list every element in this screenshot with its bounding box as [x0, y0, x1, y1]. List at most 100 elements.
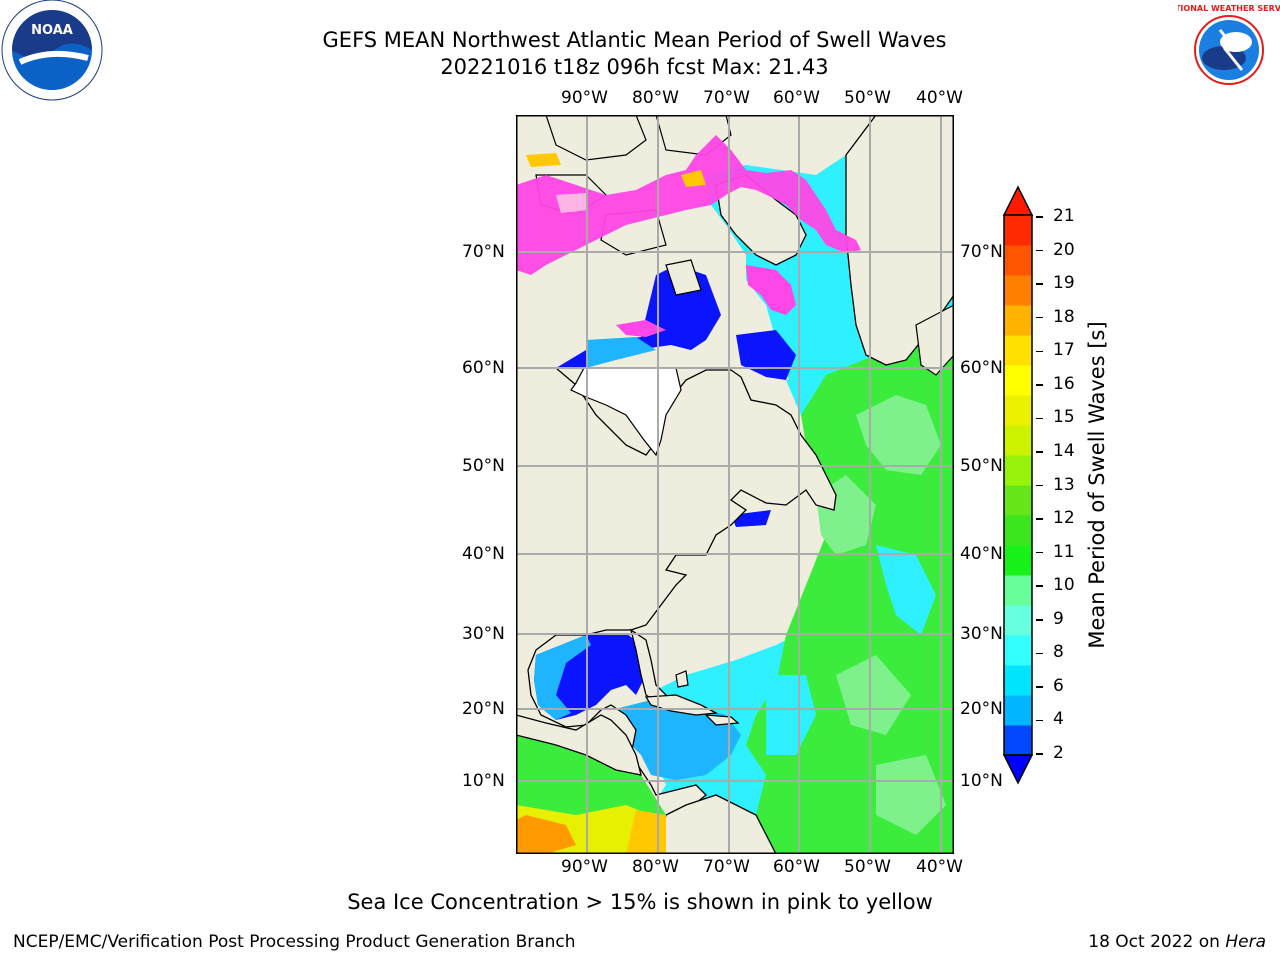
nws-logo: NATIONAL WEATHER SERVICE — [1178, 3, 1280, 97]
chart-subtitle: 20221016 t18z 096h fcst Max: 21.43 — [440, 55, 829, 79]
colorbar-tick-mark — [1036, 316, 1043, 319]
colorbar-tick-label: 14 — [1053, 440, 1075, 461]
colorbar-tick-mark — [1036, 585, 1043, 587]
credit-date-text: 18 Oct 2022 on — [1088, 932, 1220, 952]
no-data-region — [570, 367, 682, 457]
nws-wordmark: NATIONAL WEATHER SERVICE — [1178, 4, 1280, 13]
colorbar-swatch — [1004, 215, 1032, 246]
lon-label-bottom-80w: 80°W — [632, 857, 679, 877]
colorbar-swatch — [1004, 365, 1032, 396]
colorbar-swatch — [1004, 485, 1032, 516]
colorbar-swatch — [1004, 275, 1032, 306]
lon-label-bottom-50w: 50°W — [844, 857, 891, 877]
colorbar-swatch — [1004, 395, 1032, 426]
colorbar-swatch — [1004, 725, 1032, 756]
colorbar-tick-mark — [1036, 350, 1043, 352]
colorbar-tick-label: 6 — [1053, 675, 1064, 696]
colorbar-tick-mark — [1036, 719, 1043, 722]
south-america-land — [655, 794, 777, 854]
lat-label-left-60n: 60°N — [462, 358, 505, 378]
colorbar-tick-label: 21 — [1053, 206, 1075, 226]
credit-date: 18 Oct 2022 on Hera — [1088, 932, 1266, 952]
colorbar-tick-label: 16 — [1053, 373, 1075, 394]
colorbar-tick-label: 11 — [1053, 541, 1075, 562]
chart-title: GEFS MEAN Northwest Atlantic Mean Period… — [322, 28, 947, 52]
colorbar-tick-label: 15 — [1053, 407, 1075, 428]
colorbar-tick-label: 9 — [1053, 608, 1064, 629]
graticule — [516, 115, 954, 854]
colorbar-under-arrow — [1002, 754, 1034, 785]
colorbar-tick-mark — [1036, 283, 1043, 285]
lon-label-bottom-90w: 90°W — [561, 857, 608, 877]
colorbar-swatch — [1004, 335, 1032, 366]
lat-label-right-10n: 10°N — [960, 771, 1003, 791]
lon-label-top-80w: 80°W — [632, 88, 679, 108]
credit-organization: NCEP/EMC/Verification Post Processing Pr… — [13, 932, 576, 952]
colorbar-tick-mark — [1036, 753, 1043, 755]
noaa-logo: NOAA — [1, 0, 103, 101]
colorbar-tick-mark — [1036, 619, 1043, 621]
lat-label-right-30n: 30°N — [960, 624, 1003, 644]
colorbar-tick-label: 2 — [1053, 743, 1064, 763]
sea-ice-note: Sea Ice Concentration > 15% is shown in … — [347, 890, 933, 914]
colorbar-tick-mark — [1036, 249, 1043, 252]
swell-period-map — [516, 115, 954, 854]
lat-label-right-60n: 60°N — [960, 358, 1003, 378]
colorbar-swatch — [1004, 665, 1032, 696]
colorbar-over-arrow — [1002, 185, 1034, 216]
colorbar-swatch — [1004, 425, 1032, 456]
colorbar-tick-mark — [1036, 417, 1043, 420]
colorbar-swatch — [1004, 575, 1032, 606]
colorbar-tick-mark — [1036, 216, 1043, 218]
colorbar-tick-label: 13 — [1053, 474, 1075, 495]
lon-label-top-90w: 90°W — [561, 88, 608, 108]
lat-label-right-70n: 70°N — [960, 242, 1003, 262]
lat-label-right-50n: 50°N — [960, 456, 1003, 476]
colorbar-tick-mark — [1036, 451, 1043, 453]
sea-ice — [516, 135, 861, 275]
credit-host: Hera — [1225, 932, 1266, 952]
colorbar-swatch — [1004, 455, 1032, 486]
lon-label-top-70w: 70°W — [703, 88, 750, 108]
lat-label-left-50n: 50°N — [462, 456, 505, 476]
colorbar-tick-mark — [1036, 518, 1043, 520]
lat-label-left-20n: 20°N — [462, 699, 505, 719]
lat-label-left-10n: 10°N — [462, 771, 505, 791]
lon-label-top-60w: 60°W — [773, 88, 820, 108]
caribbean-sea — [611, 700, 741, 780]
colorbar-tick-mark — [1036, 686, 1043, 688]
colorbar-tick-label: 4 — [1053, 709, 1064, 730]
lon-label-bottom-60w: 60°W — [773, 857, 820, 877]
lat-label-right-40n: 40°N — [960, 544, 1003, 564]
lon-label-bottom-40w: 40°W — [916, 857, 963, 877]
colorbar-tick-label: 8 — [1053, 642, 1064, 663]
lon-label-top-40w: 40°W — [916, 88, 963, 108]
colorbar — [1002, 185, 1034, 785]
colorbar-tick-label: 10 — [1053, 575, 1075, 596]
noaa-wordmark: NOAA — [31, 23, 73, 38]
colorbar-tick-mark — [1036, 652, 1043, 655]
colorbar-tick-label: 12 — [1053, 508, 1075, 529]
colorbar-swatch — [1004, 245, 1032, 276]
colorbar-swatch — [1004, 635, 1032, 666]
lon-label-top-50w: 50°W — [844, 88, 891, 108]
colorbar-swatch — [1004, 305, 1032, 336]
colorbar-tick-label: 19 — [1053, 273, 1075, 294]
lat-label-left-30n: 30°N — [462, 624, 505, 644]
greenland-land — [845, 115, 954, 366]
lat-label-left-40n: 40°N — [462, 544, 505, 564]
lon-label-bottom-70w: 70°W — [703, 857, 750, 877]
colorbar-tick-mark — [1036, 551, 1043, 554]
colorbar-tick-label: 20 — [1053, 239, 1075, 260]
colorbar-tick-label: 17 — [1053, 340, 1075, 361]
colorbar-swatch — [1004, 545, 1032, 576]
lat-label-left-70n: 70°N — [462, 242, 505, 262]
colorbar-title: Mean Period of Swell Waves [s] — [1085, 321, 1109, 649]
colorbar-tick-mark — [1036, 384, 1043, 386]
colorbar-tick-mark — [1036, 484, 1043, 487]
colorbar-frame — [1003, 214, 1033, 756]
colorbar-swatch — [1004, 515, 1032, 546]
colorbar-swatch — [1004, 605, 1032, 636]
colorbar-swatch — [1004, 695, 1032, 726]
lat-label-right-20n: 20°N — [960, 699, 1003, 719]
